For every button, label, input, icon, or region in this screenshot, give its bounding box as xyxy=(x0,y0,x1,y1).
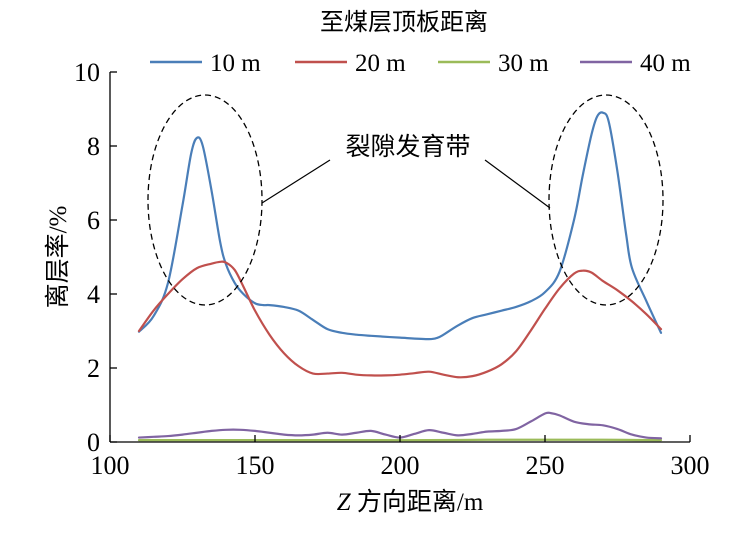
x-tick-label: 200 xyxy=(381,451,420,480)
x-axis-title-italic: Z xyxy=(337,489,352,516)
annotation-ellipse-right xyxy=(548,94,664,306)
x-axis-title-rest: 方向距离/m xyxy=(351,488,484,516)
x-axis-title: Z 方向距离/m xyxy=(337,488,484,516)
legend-label: 20 m xyxy=(355,50,406,77)
series-line-10m xyxy=(137,111,663,341)
y-tick-label: 0 xyxy=(87,428,100,457)
y-tick-label: 10 xyxy=(74,58,100,87)
legend-label: 10 m xyxy=(210,50,261,77)
chart-title: 至煤层顶板距离 xyxy=(320,9,488,36)
y-tick-label: 4 xyxy=(87,280,100,309)
legend-label: 30 m xyxy=(498,50,549,77)
x-tick-label: 300 xyxy=(671,451,710,480)
x-tick-label: 150 xyxy=(236,451,275,480)
annotation-leader-left xyxy=(261,159,331,204)
y-tick-label: 8 xyxy=(87,132,100,161)
ticks: 100 150 200 250 300 0 2 4 6 8 10 xyxy=(74,58,710,480)
x-tick-label: 100 xyxy=(91,451,130,480)
annotations: 裂隙发育带 xyxy=(147,94,664,306)
axes xyxy=(109,72,690,443)
legend: 10 m 20 m 30 m 40 m xyxy=(150,50,691,77)
plot-series xyxy=(137,111,663,442)
y-axis-title: 离层率/% xyxy=(44,206,72,309)
series-line-20m xyxy=(137,260,663,379)
x-tick-label: 250 xyxy=(526,451,565,480)
legend-label: 40 m xyxy=(640,50,691,77)
series-line-40m xyxy=(137,411,663,440)
annotation-leader-right xyxy=(484,159,551,209)
y-tick-label: 2 xyxy=(87,354,100,383)
y-tick-label: 6 xyxy=(87,206,100,235)
annotation-ellipse-left xyxy=(147,94,263,306)
annotation-label: 裂隙发育带 xyxy=(345,133,470,161)
